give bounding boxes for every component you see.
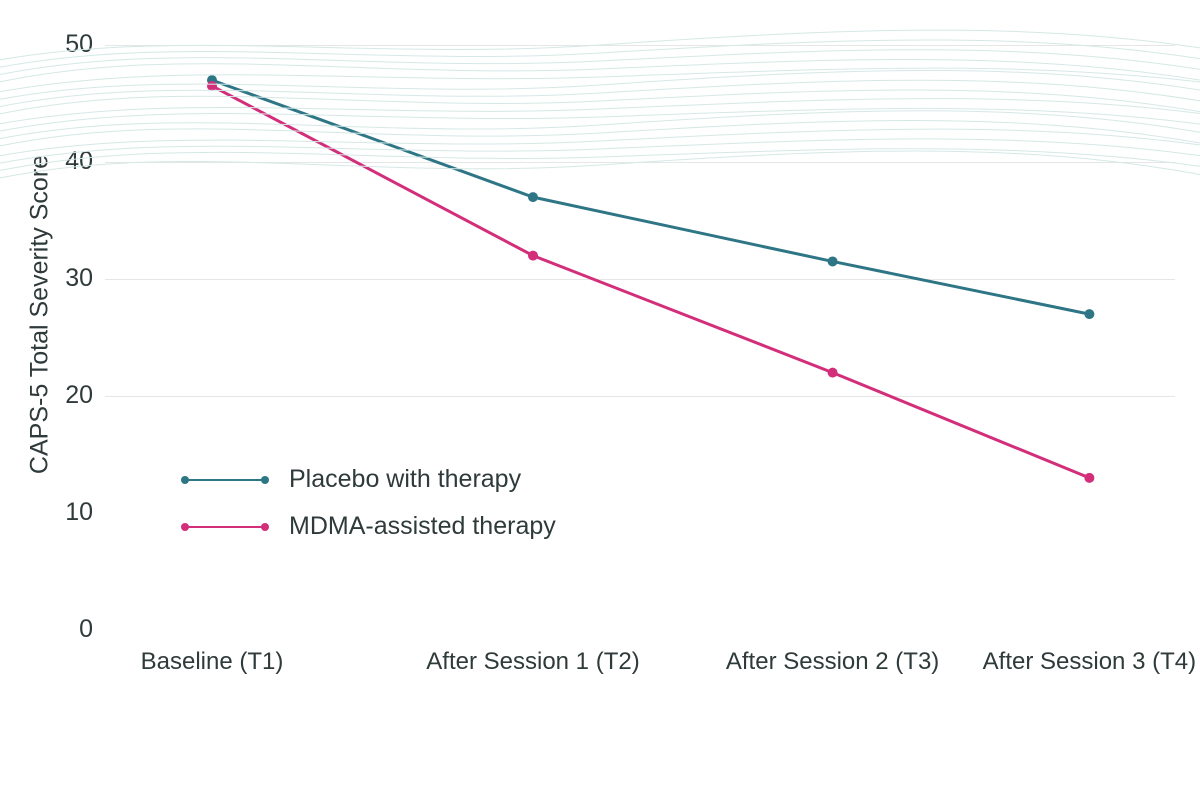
series-marker bbox=[828, 256, 838, 266]
series-line bbox=[212, 80, 1089, 314]
series-marker bbox=[528, 192, 538, 202]
legend-line-icon bbox=[185, 479, 265, 481]
legend: Placebo with therapy MDMA-assisted therap… bbox=[185, 465, 556, 559]
series-marker bbox=[207, 81, 217, 91]
legend-dot-icon bbox=[261, 476, 269, 484]
caps5-chart: CAPS-5 Total Severity Score 01020304050 … bbox=[0, 0, 1200, 800]
legend-label: Placebo with therapy bbox=[289, 465, 521, 494]
legend-line-icon bbox=[185, 526, 265, 528]
series-marker bbox=[828, 368, 838, 378]
plot-svg bbox=[0, 0, 1200, 800]
series-marker bbox=[1084, 473, 1094, 483]
legend-label: MDMA-assisted therapy bbox=[289, 512, 556, 541]
legend-dot-icon bbox=[181, 476, 189, 484]
legend-item: Placebo with therapy bbox=[185, 465, 556, 494]
legend-item: MDMA-assisted therapy bbox=[185, 512, 556, 541]
series-marker bbox=[528, 251, 538, 261]
series-line bbox=[212, 86, 1089, 478]
legend-dot-icon bbox=[261, 523, 269, 531]
legend-dot-icon bbox=[181, 523, 189, 531]
series-marker bbox=[1084, 309, 1094, 319]
